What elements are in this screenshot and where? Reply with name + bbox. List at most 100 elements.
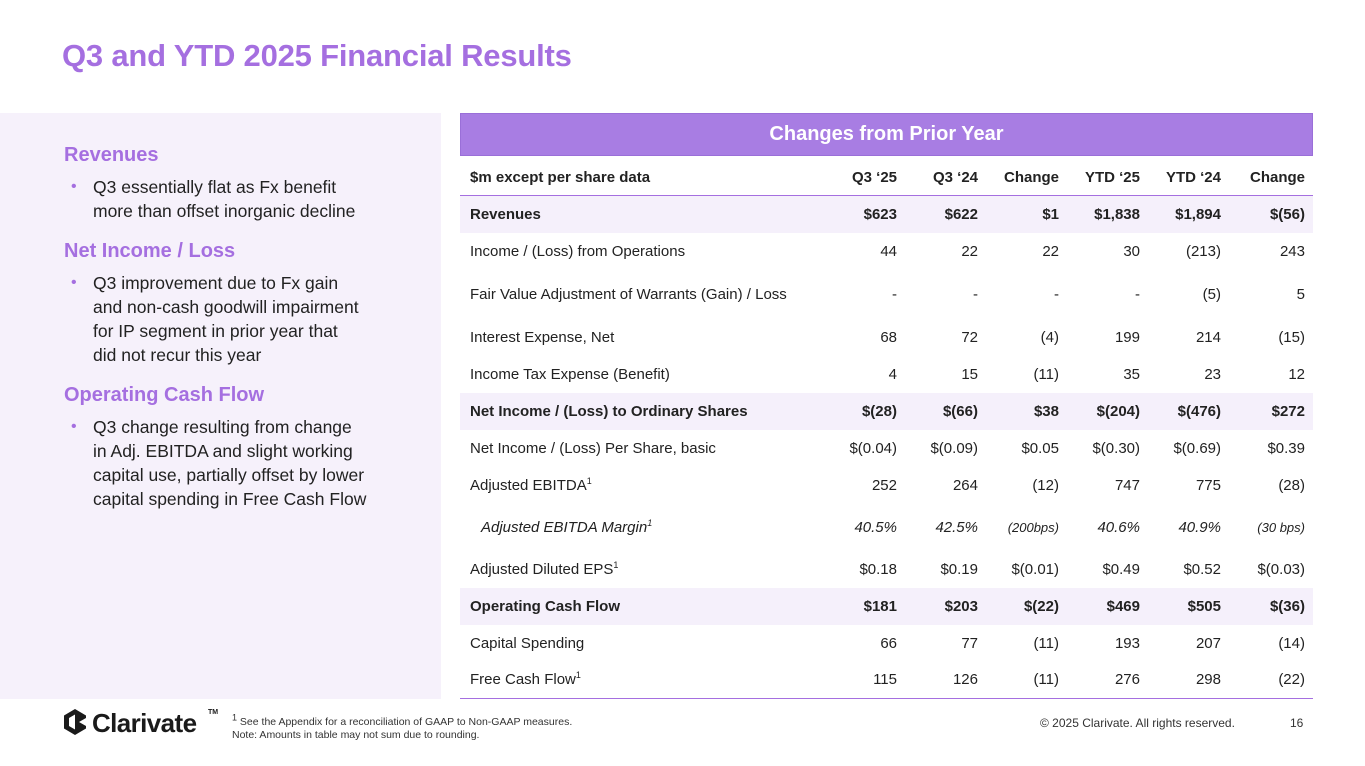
table-cell: 72 — [961, 328, 978, 346]
table-cell: 115 — [826, 661, 905, 699]
table-row: Income Tax Expense (Benefit) 4 15 (11) 3… — [460, 356, 1313, 393]
table-cell: 40.6% — [1097, 518, 1140, 536]
table-cell: 35 — [1123, 365, 1140, 383]
row-label: Adjusted EBITDA Margin1 — [481, 517, 653, 536]
table-cell: $(0.69) — [1173, 439, 1221, 457]
bullet-item: • Q3 change resulting from change in Adj… — [71, 417, 367, 509]
row-label: Capital Spending — [470, 634, 585, 652]
table-cell: 243 — [1279, 242, 1305, 260]
table-cell: $(36) — [1229, 587, 1313, 625]
table-cell: $272 — [1229, 392, 1313, 430]
table-cell: 214 — [1195, 328, 1221, 346]
table-cell: 12 — [1288, 365, 1305, 383]
table-row: Income / (Loss) from Operations 44 22 22… — [460, 233, 1313, 270]
table-row: Adjusted Diluted EPS1 $0.18 $0.19 $(0.01… — [460, 551, 1313, 588]
table-cell: 66 — [880, 634, 897, 652]
table-cell: 77 — [961, 634, 978, 652]
bullet-item: • Q3 essentially flat as Fx benefit more… — [71, 177, 356, 221]
table-cell: 22 — [961, 242, 978, 260]
table-cell: $181 — [826, 587, 905, 625]
table-cell: $0.05 — [1021, 439, 1059, 457]
table-cell: $622 — [905, 195, 986, 233]
section-heading: Operating Cash Flow — [64, 384, 265, 406]
section-heading: Revenues — [64, 144, 159, 166]
column-header: $m except per share data — [460, 159, 826, 196]
table-row: Fair Value Adjustment of Warrants (Gain)… — [460, 270, 1313, 319]
copyright-notice: © 2025 Clarivate. All rights reserved. — [1040, 716, 1235, 730]
table-cell: $(0.30) — [1092, 439, 1140, 457]
table-cell: (14) — [1278, 634, 1305, 652]
column-header: Change — [1229, 159, 1313, 196]
column-header: Q3 ‘24 — [905, 159, 986, 196]
row-label: Income Tax Expense (Benefit) — [470, 365, 670, 383]
table-cell: (5) — [1202, 285, 1221, 303]
table-cell: 252 — [871, 476, 897, 494]
column-header: Change — [986, 159, 1067, 196]
table-cell: $(0.09) — [930, 439, 978, 457]
table-cell: 4 — [888, 365, 897, 383]
table-row: Capital Spending 66 77 (11) 193 207 (14) — [460, 625, 1313, 662]
table-cell: $(0.01) — [1011, 560, 1059, 578]
table-row: Net Income / (Loss) to Ordinary Shares $… — [460, 392, 1313, 430]
column-header: Q3 ‘25 — [826, 159, 905, 196]
table-header-row: $m except per share data Q3 ‘25 Q3 ‘24 C… — [460, 159, 1313, 196]
table-cell: (11) — [986, 661, 1067, 699]
table-cell: $(56) — [1229, 195, 1313, 233]
table-cell: 44 — [880, 242, 897, 260]
table-cell: $(22) — [986, 587, 1067, 625]
table-cell: $0.49 — [1102, 560, 1140, 578]
table-cell: $(0.03) — [1257, 560, 1305, 578]
table-cell: 276 — [1067, 661, 1148, 699]
footnote-marker: 1 — [647, 517, 653, 528]
table-cell: $0.18 — [859, 560, 897, 578]
table-cell: 193 — [1114, 634, 1140, 652]
row-label: Interest Expense, Net — [470, 328, 615, 346]
table-cell: (11) — [1033, 365, 1059, 383]
table-cell: $1,894 — [1148, 195, 1229, 233]
table-row: Revenues $623 $622 $1 $1,838 $1,894 $(56… — [460, 195, 1313, 233]
financial-table: $m except per share data Q3 ‘25 Q3 ‘24 C… — [460, 159, 1313, 699]
logo-trademark: TM — [208, 709, 219, 716]
table-cell: (4) — [1040, 328, 1059, 346]
row-label: Net Income / (Loss) Per Share, basic — [470, 439, 716, 457]
table-row: Net Income / (Loss) Per Share, basic $(0… — [460, 430, 1313, 467]
table-cell: 5 — [1296, 285, 1305, 303]
footnote-marker: 1 — [613, 559, 619, 570]
table-cell: (28) — [1278, 476, 1305, 494]
table-cell: (30 bps) — [1257, 519, 1305, 535]
table-cell: $(476) — [1148, 392, 1229, 430]
logo-wordmark: Clarivate — [92, 708, 197, 738]
clarivate-logo: Clarivate TM — [62, 708, 222, 738]
table-cell: $(0.04) — [849, 439, 897, 457]
row-label: Revenues — [460, 195, 826, 233]
table-cell: 199 — [1114, 328, 1140, 346]
bullet-dot-icon: • — [71, 274, 77, 291]
section-net-income: Net Income / Loss • Q3 improvement due t… — [64, 240, 424, 367]
commentary-panel — [0, 113, 441, 699]
table-cell: (11) — [1033, 634, 1059, 652]
table-cell: $1 — [986, 195, 1067, 233]
bullet-item: • Q3 improvement due to Fx gain and non-… — [71, 273, 359, 365]
table-cell: (12) — [1032, 476, 1059, 494]
table-cell: 264 — [952, 476, 978, 494]
bullet-dot-icon: • — [71, 178, 77, 195]
table-cell: 42.5% — [935, 518, 978, 536]
table-cell: 298 — [1148, 661, 1229, 699]
table-cell: 207 — [1195, 634, 1221, 652]
table-cell: 40.9% — [1178, 518, 1221, 536]
row-label: Fair Value Adjustment of Warrants (Gain)… — [470, 285, 787, 303]
table-cell: 22 — [1042, 242, 1059, 260]
table-cell: - — [892, 285, 897, 303]
table-cell: 40.5% — [854, 518, 897, 536]
table-cell: (213) — [1185, 242, 1221, 260]
table-row: Adjusted EBITDA1 252 264 (12) 747 775 (2… — [460, 467, 1313, 504]
table-cell: (200bps) — [1007, 519, 1059, 535]
table-cell: $203 — [905, 587, 986, 625]
table-cell: 68 — [880, 328, 897, 346]
table-cell: $(66) — [905, 392, 986, 430]
table-cell: - — [1054, 285, 1059, 303]
table-row: Free Cash Flow1 115 126 (11) 276 298 (22… — [460, 661, 1313, 699]
table-cell: $469 — [1067, 587, 1148, 625]
section-revenues: Revenues • Q3 essentially flat as Fx ben… — [64, 144, 424, 223]
table-cell: 747 — [1114, 476, 1140, 494]
